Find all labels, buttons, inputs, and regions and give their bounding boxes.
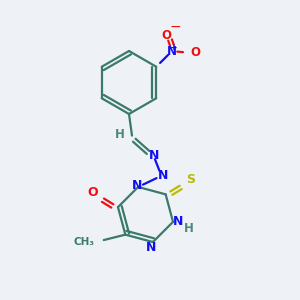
Text: −: − — [169, 20, 181, 34]
Text: O: O — [161, 29, 172, 42]
Text: H: H — [184, 222, 194, 235]
Text: N: N — [149, 149, 160, 162]
Text: CH₃: CH₃ — [74, 237, 95, 247]
Text: H: H — [115, 128, 124, 141]
Text: O: O — [190, 46, 200, 59]
Text: N: N — [131, 179, 142, 192]
Text: N: N — [167, 45, 177, 58]
Text: N: N — [173, 215, 184, 228]
Text: N: N — [146, 241, 157, 254]
Text: O: O — [88, 186, 98, 199]
Text: N: N — [158, 169, 168, 182]
Text: +: + — [170, 43, 178, 52]
Text: S: S — [186, 173, 195, 186]
